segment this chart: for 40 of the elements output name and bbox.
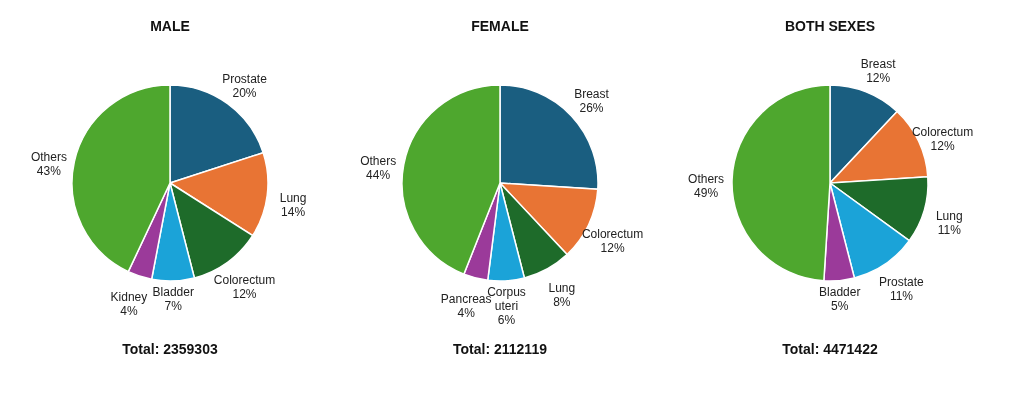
data-label: 4%: [457, 306, 476, 321]
data-label: 4%: [120, 304, 138, 319]
data-label: 6%: [497, 312, 516, 327]
data-label: 8%: [553, 295, 571, 310]
data-label: 5%: [831, 298, 849, 313]
slice-label: Colorectum: [213, 273, 276, 288]
data-label: 12%: [600, 241, 625, 256]
slice-label: Others: [688, 172, 725, 187]
data-label: 26%: [579, 100, 604, 115]
data-label: 43%: [36, 163, 62, 178]
data-label: 14%: [281, 205, 306, 220]
slice-label: Colorectum: [911, 124, 974, 139]
slice-label: Breast: [860, 57, 897, 72]
text: Total: 4471422: [782, 341, 878, 357]
data-label: 20%: [232, 85, 257, 100]
slice-label: Lung: [935, 209, 963, 224]
chart-title: BOTH SEXES: [784, 18, 876, 34]
slice-label: Lung: [548, 281, 576, 296]
data-label: 11%: [937, 223, 962, 238]
data-label: 12%: [232, 287, 257, 302]
slice-label: Prostate: [879, 275, 925, 290]
data-label: 44%: [366, 167, 391, 182]
data-label: 11%: [889, 289, 914, 304]
slice-label: Colorectum: [581, 227, 644, 242]
data-label: 49%: [694, 186, 719, 201]
slice-label: Breast: [574, 86, 610, 101]
slice-label: Lung: [279, 191, 307, 206]
data-label: 12%: [930, 138, 955, 153]
slice-label: Prostate: [222, 71, 268, 86]
chart-title: FEMALE: [471, 18, 529, 34]
slice-label: Bladder: [152, 284, 194, 299]
slice-label: Others: [30, 149, 67, 164]
slice-label: Others: [360, 153, 397, 168]
slice-label: Kidney: [110, 290, 148, 305]
data-label: 12%: [866, 71, 891, 86]
data-label: 7%: [164, 298, 183, 313]
text: Total: 2359303: [122, 341, 218, 357]
text: Total: 2112119: [453, 341, 548, 357]
chart-title: MALE: [150, 18, 190, 34]
slice-label: Bladder: [819, 284, 861, 299]
